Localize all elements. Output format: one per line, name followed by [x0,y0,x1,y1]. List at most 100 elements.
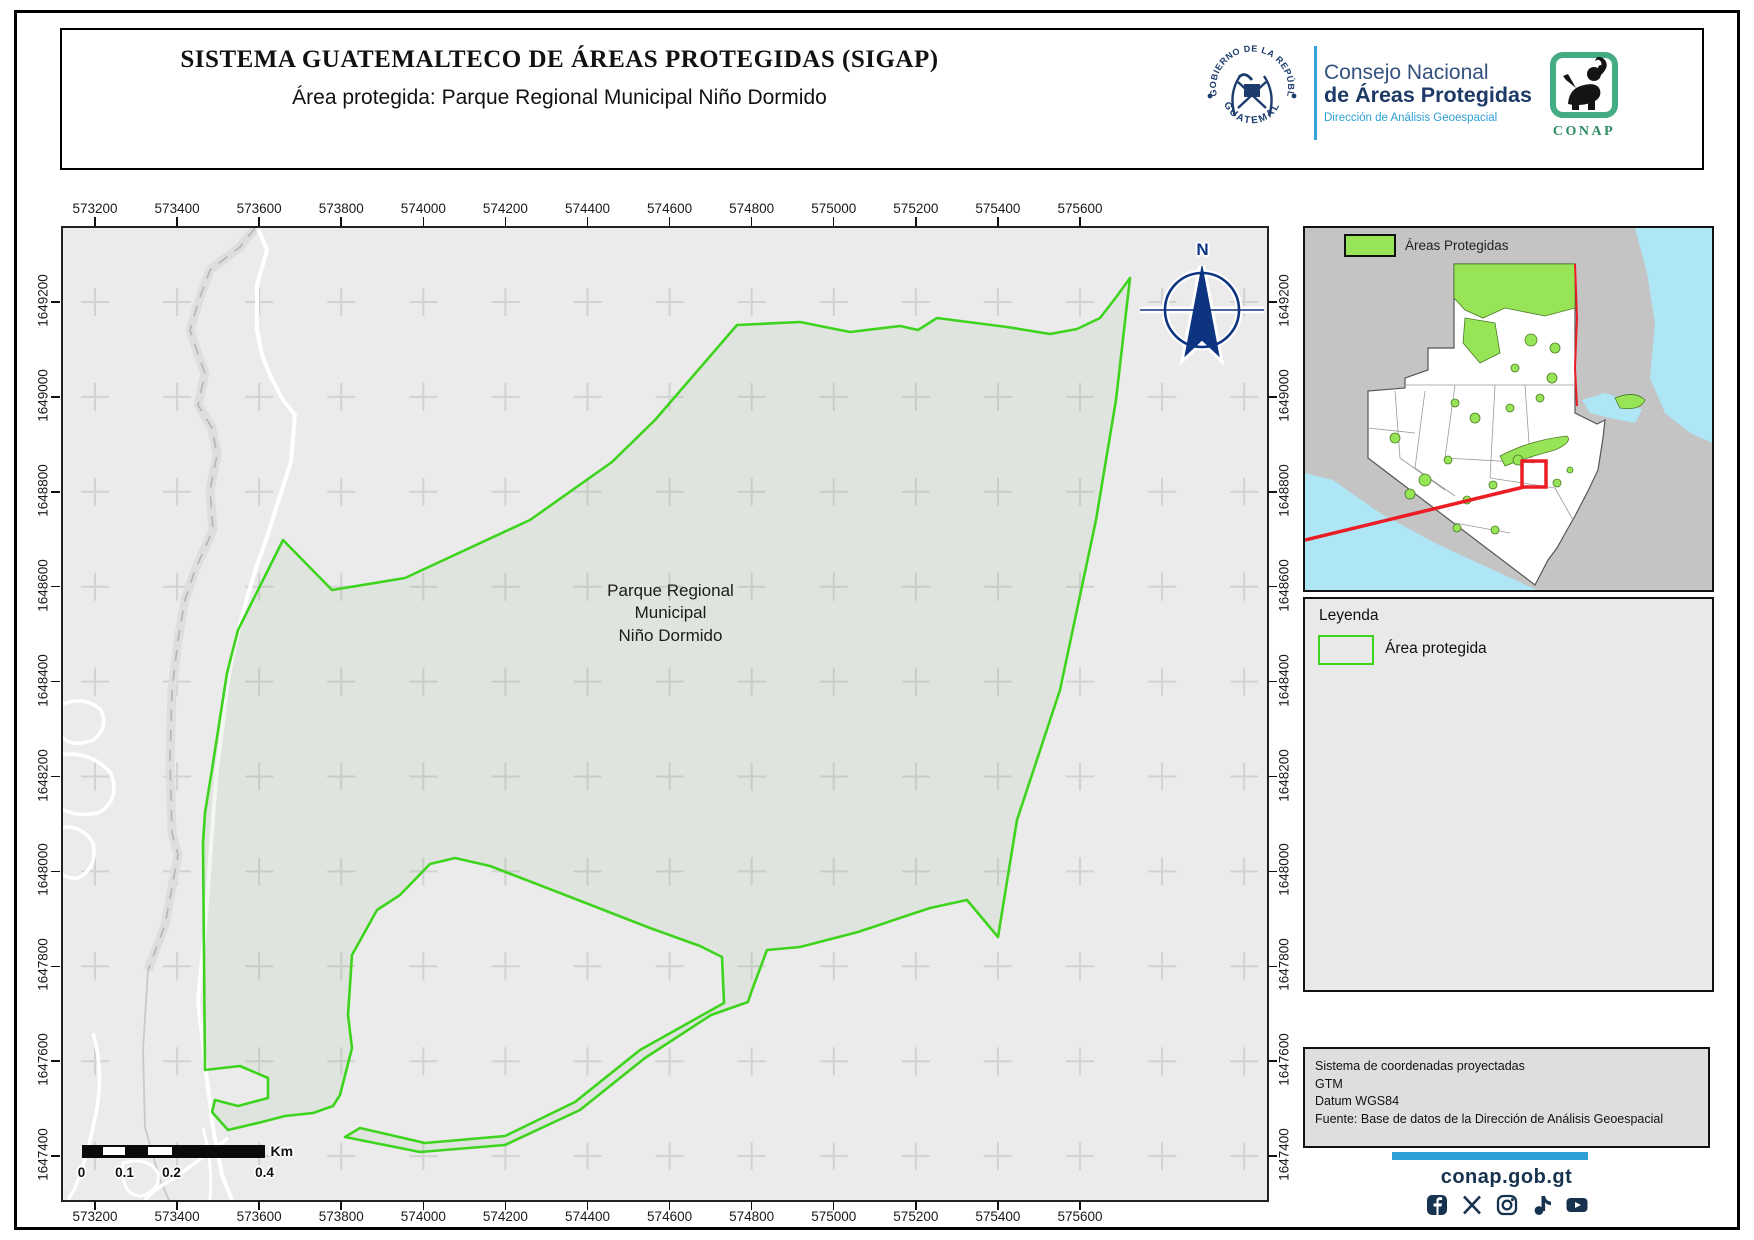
y-axis-tick [1267,396,1277,398]
grid-cross [490,951,519,980]
grid-cross [1147,477,1176,506]
grid-cross [80,951,109,980]
x-axis-label: 574000 [400,201,446,216]
grid-cross [490,762,519,790]
protected-area-polygon[interactable] [201,276,1131,1153]
grid-cross [983,951,1012,980]
legend-protected-swatch [1318,635,1374,665]
grid-cross [408,1141,437,1170]
x-axis-label: 573800 [318,201,364,216]
page-subtitle: Área protegida: Parque Regional Municipa… [292,86,827,109]
x-axis-tick [340,1201,342,1210]
scale-bar: Km 0 0.1 0.2 0.4 [78,1143,322,1189]
youtube-icon[interactable] [1566,1194,1588,1216]
grid-cross [1229,1141,1258,1170]
grid-cross [655,572,684,601]
x-axis-label: 573200 [72,1209,118,1224]
grid-cross [408,287,437,316]
x-icon[interactable] [1461,1194,1483,1216]
main-map[interactable]: Parque Regional Municipal Niño Dormido N… [60,225,1269,1202]
grid-cross [572,856,601,885]
government-seal-logo: GOBIERNO DE LA REPÚBLICA GUATEMALA [1202,44,1297,127]
grid-cross [737,856,766,885]
y-axis-tick [51,491,60,493]
x-axis-label: 573600 [236,1209,282,1224]
grid-cross [490,1046,519,1075]
page-title: SISTEMA GUATEMALTECO DE ÁREAS PROTEGIDAS… [180,46,939,73]
y-axis-label: 1647600 [35,1033,51,1086]
grid-cross [655,856,684,885]
grid-cross [80,382,109,411]
grid-cross [162,477,191,506]
grid-cross [572,951,601,980]
org-name-block: Consejo Nacional de Áreas Protegidas Dir… [1324,61,1554,124]
scale-bar-strip [81,1144,265,1158]
x-axis-label: 574000 [400,1209,446,1224]
grid-cross [572,1141,601,1170]
x-axis-tick [832,217,835,226]
grid-cross [326,1141,355,1170]
legend-title: Leyenda [1319,607,1379,624]
grid-cross [80,1046,109,1075]
y-axis-tick [51,775,60,778]
y-axis-label: 1648000 [1276,843,1292,897]
y-axis-tick [51,870,60,873]
grid-cross [819,667,848,696]
grid-cross [162,951,191,980]
x-axis-tick [750,1201,753,1210]
info-line-datum: Datum WGS84 [1315,1094,1400,1108]
grid-cross [983,667,1012,696]
x-axis-tick [915,1201,917,1210]
y-axis-label: 1649200 [35,274,51,327]
grid-cross [1147,667,1176,696]
grid-cross [819,856,848,885]
grid-cross [1229,572,1258,601]
y-axis-label: 1648000 [35,843,51,897]
grid-cross [819,1046,848,1075]
x-axis-label: 574200 [482,1209,528,1224]
grid-cross [326,667,355,696]
grid-cross [326,287,355,316]
grid-cross [737,1141,766,1170]
grid-cross [572,1046,601,1075]
y-axis-label: 1648400 [1276,653,1292,707]
x-axis-label: 573400 [154,1209,200,1224]
grid-cross [1229,477,1258,506]
grid-cross [655,477,684,506]
instagram-icon[interactable] [1496,1194,1518,1216]
website-link[interactable]: conap.gob.gt [1440,1166,1573,1188]
y-axis-label: 1649000 [35,369,51,422]
y-axis-label: 1648400 [35,653,51,707]
x-axis-label: 575200 [893,201,939,216]
grid-cross [983,762,1012,790]
y-axis-label: 1647800 [1276,938,1292,992]
grid-cross [983,856,1012,885]
x-axis-tick [586,217,589,226]
y-axis-label: 1648600 [35,558,51,612]
grid-cross [490,667,519,696]
grid-cross [490,382,519,411]
grid-cross [655,287,684,316]
x-axis-tick [422,217,425,226]
grid-cross [408,951,437,980]
y-axis-tick [51,965,60,968]
inset-overview-map[interactable]: Áreas Protegidas [1303,226,1714,592]
x-axis-tick [668,217,671,226]
tiktok-icon[interactable] [1531,1194,1553,1216]
x-axis-label: 575200 [893,1209,939,1224]
quetzal-emblem-icon [1231,73,1273,117]
y-axis-tick [51,585,60,588]
grid-cross [572,667,601,696]
x-axis-label: 573400 [154,201,200,216]
facebook-icon[interactable] [1426,1194,1448,1216]
inset-legend-label: Áreas Protegidas [1405,238,1509,253]
x-axis-label: 573200 [72,201,118,216]
x-axis-tick [258,217,260,226]
grid-cross [901,951,930,980]
grid-cross [737,572,766,601]
grid-cross [1147,1046,1176,1075]
org-line1: Consejo Nacional [1324,61,1489,84]
y-axis-tick [1267,775,1277,778]
grid-cross [408,762,437,790]
